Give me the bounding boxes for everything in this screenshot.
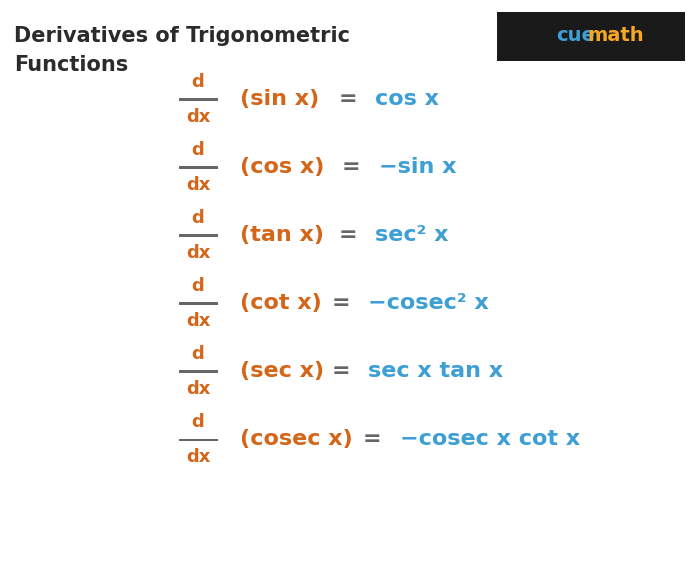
Text: sec x tan x: sec x tan x (368, 361, 503, 381)
Text: cos x: cos x (375, 89, 439, 108)
Text: dx: dx (186, 244, 211, 262)
Text: dx: dx (186, 108, 211, 126)
Text: cue: cue (556, 27, 595, 45)
Polygon shape (502, 16, 545, 57)
Text: =: = (338, 225, 357, 245)
Text: (cot x): (cot x) (240, 293, 322, 313)
Text: math: math (587, 27, 644, 45)
Text: dx: dx (186, 176, 211, 194)
Text: d: d (192, 413, 204, 431)
Text: =: = (342, 157, 360, 177)
Text: =: = (332, 293, 350, 313)
Text: d: d (192, 73, 204, 91)
Text: =: = (332, 361, 350, 381)
Text: (tan x): (tan x) (240, 225, 324, 245)
Text: −cosec x cot x: −cosec x cot x (400, 429, 580, 449)
Text: =: = (338, 89, 357, 108)
Text: dx: dx (186, 380, 211, 398)
Text: (sin x): (sin x) (240, 89, 319, 108)
Text: =: = (363, 429, 381, 449)
Text: Functions: Functions (14, 55, 128, 75)
Text: dx: dx (186, 448, 211, 466)
Text: d: d (192, 277, 204, 295)
Text: −sin x: −sin x (379, 157, 457, 177)
Text: Derivatives of Trigonometric: Derivatives of Trigonometric (14, 26, 350, 46)
Text: dx: dx (186, 312, 211, 330)
Text: d: d (192, 345, 204, 363)
Text: −cosec² x: −cosec² x (368, 293, 489, 313)
Text: d: d (192, 209, 204, 227)
Text: sec² x: sec² x (375, 225, 449, 245)
Polygon shape (499, 39, 507, 59)
Text: (sec x): (sec x) (240, 361, 324, 381)
Text: d: d (192, 141, 204, 159)
Text: (cosec x): (cosec x) (240, 429, 352, 449)
Text: (cos x): (cos x) (240, 157, 324, 177)
